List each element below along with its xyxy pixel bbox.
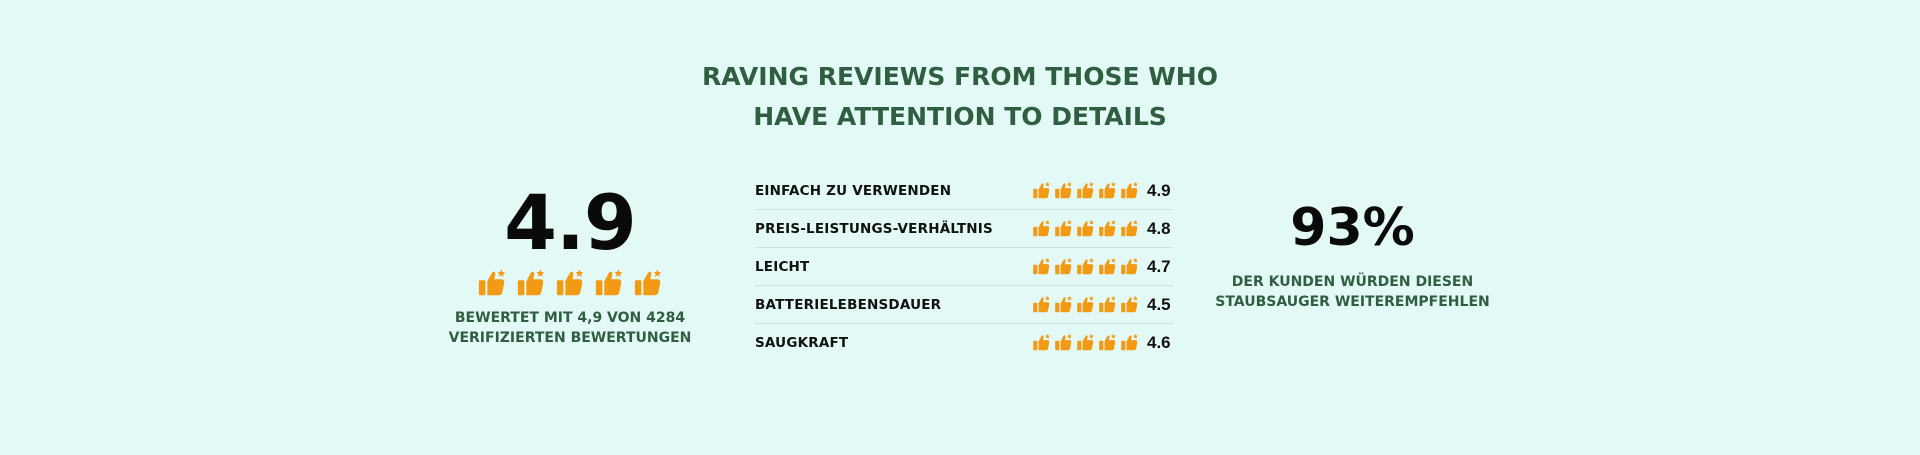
rating-value: 4.6 xyxy=(1147,332,1171,352)
thumbs-up-star-icon xyxy=(1120,181,1139,200)
thumbs-up-star-icon xyxy=(1098,295,1117,314)
thumbs-up-star-icon xyxy=(1076,295,1095,314)
thumbs-up-star-icon xyxy=(1032,257,1051,276)
rating-row: EINFACH ZU VERWENDEN 4.9 xyxy=(755,172,1173,210)
thumbs-up-star-icon xyxy=(1076,219,1095,238)
thumbs-up-star-icon xyxy=(1120,219,1139,238)
rating-row: SAUGKRAFT 4.6 xyxy=(755,324,1173,361)
thumbs-up-star-icon xyxy=(555,268,585,298)
overall-score: 4.9 xyxy=(504,178,637,267)
rating-value: 4.7 xyxy=(1147,256,1171,276)
overall-thumbs-rating xyxy=(420,268,720,300)
thumbs-up-star-icon xyxy=(1032,295,1051,314)
rating-thumbs xyxy=(1032,257,1143,276)
thumbs-up-star-icon xyxy=(1098,257,1117,276)
section-headline: RAVING REVIEWS FROM THOSE WHO HAVE ATTEN… xyxy=(0,57,1920,137)
rating-label: PREIS-LEISTUNGS-VERHÄLTNIS xyxy=(755,220,993,237)
thumbs-up-star-icon xyxy=(1098,181,1117,200)
overall-score-block: 4.9 BEWERTET MIT 4,9 VON 4284 VERIFIZIER… xyxy=(420,178,720,348)
thumbs-up-star-icon xyxy=(1032,181,1051,200)
thumbs-up-star-icon xyxy=(477,268,507,298)
thumbs-up-star-icon xyxy=(1054,333,1073,352)
recommend-caption-line-1: DER KUNDEN WÜRDEN DIESEN xyxy=(1231,274,1474,290)
thumbs-up-star-icon xyxy=(1076,333,1095,352)
thumbs-up-star-icon xyxy=(1054,219,1073,238)
recommend-caption: DER KUNDEN WÜRDEN DIESEN STAUBSAUGER WEI… xyxy=(1180,272,1525,312)
rating-label: EINFACH ZU VERWENDEN xyxy=(755,182,952,199)
thumbs-up-star-icon xyxy=(1032,333,1051,352)
thumbs-up-star-icon xyxy=(1076,181,1095,200)
rating-label: SAUGKRAFT xyxy=(755,334,849,351)
headline-line-1: RAVING REVIEWS FROM THOSE WHO xyxy=(702,62,1218,91)
thumbs-up-star-icon xyxy=(1120,333,1139,352)
rating-thumbs xyxy=(1032,295,1143,314)
recommend-percent: 93% xyxy=(1290,198,1415,258)
overall-caption-line-2: VERIFIZIERTEN BEWERTUNGEN xyxy=(448,330,692,346)
overall-caption-line-1: BEWERTET MIT 4,9 VON 4284 xyxy=(454,310,686,326)
category-ratings-list: EINFACH ZU VERWENDEN 4.9 PREIS-LEISTUNGS… xyxy=(755,172,1173,361)
rating-row: BATTERIELEBENSDAUER 4.5 xyxy=(755,286,1173,324)
thumbs-up-star-icon xyxy=(1120,295,1139,314)
recommend-block: 93% DER KUNDEN WÜRDEN DIESEN STAUBSAUGER… xyxy=(1180,198,1525,312)
thumbs-up-star-icon xyxy=(594,268,624,298)
overall-caption: BEWERTET MIT 4,9 VON 4284 VERIFIZIERTEN … xyxy=(420,308,720,348)
rating-value: 4.8 xyxy=(1147,218,1171,238)
thumbs-up-star-icon xyxy=(1054,181,1073,200)
recommend-caption-line-2: STAUBSAUGER WEITEREMPFEHLEN xyxy=(1215,294,1490,310)
rating-row: PREIS-LEISTUNGS-VERHÄLTNIS 4.8 xyxy=(755,210,1173,248)
rating-value: 4.5 xyxy=(1147,294,1171,314)
thumbs-up-star-icon xyxy=(1054,295,1073,314)
thumbs-up-star-icon xyxy=(1098,219,1117,238)
rating-label: BATTERIELEBENSDAUER xyxy=(755,296,942,313)
rating-value: 4.9 xyxy=(1147,180,1171,200)
rating-row: LEICHT 4.7 xyxy=(755,248,1173,286)
thumbs-up-star-icon xyxy=(1076,257,1095,276)
thumbs-up-star-icon xyxy=(633,268,663,298)
thumbs-up-star-icon xyxy=(1032,219,1051,238)
thumbs-up-star-icon xyxy=(516,268,546,298)
rating-thumbs xyxy=(1032,181,1143,200)
rating-thumbs xyxy=(1032,333,1143,352)
thumbs-up-star-icon xyxy=(1098,333,1117,352)
thumbs-up-star-icon xyxy=(1054,257,1073,276)
rating-thumbs xyxy=(1032,219,1143,238)
headline-line-2: HAVE ATTENTION TO DETAILS xyxy=(753,102,1167,131)
rating-label: LEICHT xyxy=(755,258,810,275)
thumbs-up-star-icon xyxy=(1120,257,1139,276)
